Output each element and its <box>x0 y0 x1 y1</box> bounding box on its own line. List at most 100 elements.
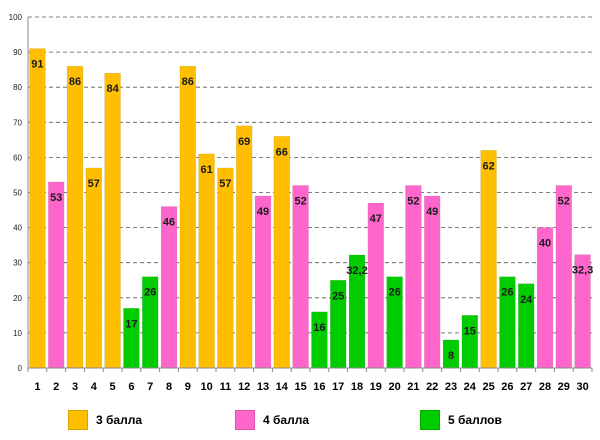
bar <box>123 308 140 369</box>
data-label: 24 <box>520 294 533 306</box>
x-tick-label: 11 <box>220 381 232 393</box>
x-tick-label: 9 <box>185 381 191 393</box>
x-tick-label: 24 <box>464 381 477 393</box>
x-tick-label: 6 <box>128 381 134 393</box>
data-label: 91 <box>31 59 43 71</box>
data-label: 61 <box>200 164 212 176</box>
x-tick-label: 10 <box>200 381 212 393</box>
data-label: 57 <box>219 178 231 190</box>
data-label: 57 <box>88 178 100 190</box>
y-tick-label: 10 <box>13 329 22 338</box>
x-tick-label: 3 <box>72 381 78 393</box>
bar <box>405 185 422 369</box>
bar <box>104 72 121 369</box>
y-tick-label: 50 <box>13 189 22 198</box>
x-tick-label: 5 <box>110 381 116 393</box>
y-tick-label: 60 <box>13 153 22 162</box>
bar <box>555 185 572 369</box>
y-tick-label: 100 <box>9 13 23 22</box>
bar <box>273 136 290 369</box>
data-label: 49 <box>426 206 438 218</box>
data-label: 32,2 <box>346 265 367 277</box>
data-label: 66 <box>276 146 288 158</box>
x-tick-label: 26 <box>501 381 513 393</box>
bar <box>480 150 497 369</box>
y-tick-label: 30 <box>13 259 22 268</box>
data-label: 52 <box>558 195 570 207</box>
x-tick-label: 2 <box>53 381 59 393</box>
data-label: 52 <box>294 195 306 207</box>
y-axis: 0 10 20 30 40 50 60 70 80 90 100 <box>9 13 29 373</box>
data-label: 62 <box>482 160 494 172</box>
x-tick-label: 15 <box>294 381 306 393</box>
data-label: 86 <box>182 76 194 88</box>
bar <box>179 65 196 369</box>
data-label: 52 <box>407 195 419 207</box>
legend-label-5: 5 баллов <box>448 413 502 427</box>
bar <box>29 48 46 369</box>
bar <box>254 195 272 369</box>
legend-swatch-3 <box>68 410 88 430</box>
data-label: 53 <box>50 192 62 204</box>
y-tick-label: 40 <box>13 224 22 233</box>
bar <box>424 195 441 369</box>
x-tick-label: 19 <box>370 381 382 393</box>
bar <box>48 181 65 369</box>
x-tick-label: 16 <box>313 381 325 393</box>
data-label: 46 <box>163 217 175 229</box>
bar <box>198 153 215 369</box>
x-tick-label: 29 <box>558 381 570 393</box>
legend-label-3: 3 балла <box>96 413 143 427</box>
x-tick-label: 17 <box>332 381 344 393</box>
legend-swatch-5 <box>420 410 440 430</box>
y-tick-label: 80 <box>13 83 22 92</box>
data-label: 26 <box>388 287 400 299</box>
bar <box>461 315 478 369</box>
x-tick-label: 21 <box>407 381 419 393</box>
x-tick-label: 18 <box>351 381 363 393</box>
data-label: 69 <box>238 136 250 148</box>
bar <box>311 311 328 369</box>
x-tick-label: 7 <box>147 381 153 393</box>
x-tick-label: 22 <box>426 381 438 393</box>
x-tick-label: 1 <box>34 381 40 393</box>
legend-item-3-balla: 3 балла <box>68 409 142 431</box>
legend-swatch-4 <box>235 410 255 430</box>
y-tick-label: 70 <box>13 118 22 127</box>
data-label: 32,3 <box>572 265 593 277</box>
x-tick-label: 30 <box>576 381 588 393</box>
bar <box>367 202 384 369</box>
x-tick-label: 27 <box>520 381 532 393</box>
x-tick-label: 28 <box>539 381 551 393</box>
x-axis: 1 2 3 4 5 6 7 8 9 10 11 12 13 14 15 16 17 18 19 20 21 22 23 24 2… <box>27 367 593 393</box>
y-tick-label: 0 <box>18 364 23 373</box>
data-label: 47 <box>370 213 382 225</box>
x-tick-label: 20 <box>388 381 400 393</box>
x-tick-label: 14 <box>276 381 289 393</box>
data-label: 25 <box>332 290 344 302</box>
x-tick-label: 25 <box>482 381 494 393</box>
data-label: 17 <box>125 318 137 330</box>
data-label: 8 <box>448 350 454 362</box>
x-tick-label: 4 <box>91 381 98 393</box>
bar <box>292 185 309 369</box>
x-tick-label: 8 <box>166 381 172 393</box>
data-label: 40 <box>539 238 551 250</box>
data-label: 84 <box>106 83 119 95</box>
bar <box>66 65 84 369</box>
x-tick-label: 23 <box>445 381 457 393</box>
data-label: 16 <box>313 322 325 334</box>
y-tick-label: 20 <box>13 294 22 303</box>
data-label: 15 <box>464 325 476 337</box>
bar <box>217 167 234 369</box>
y-tick-label: 90 <box>13 48 22 57</box>
x-tick-label: 12 <box>238 381 250 393</box>
legend-item-4-balla: 4 балла <box>235 409 309 431</box>
gridlines <box>28 16 592 334</box>
bar <box>85 167 102 369</box>
data-label: 26 <box>144 287 156 299</box>
bars: 91 53 86 57 84 17 26 46 86 61 57 69 49 66 52 16 25 32,2 47… <box>29 48 593 369</box>
data-label: 86 <box>69 76 81 88</box>
x-tick-label: 13 <box>257 381 269 393</box>
